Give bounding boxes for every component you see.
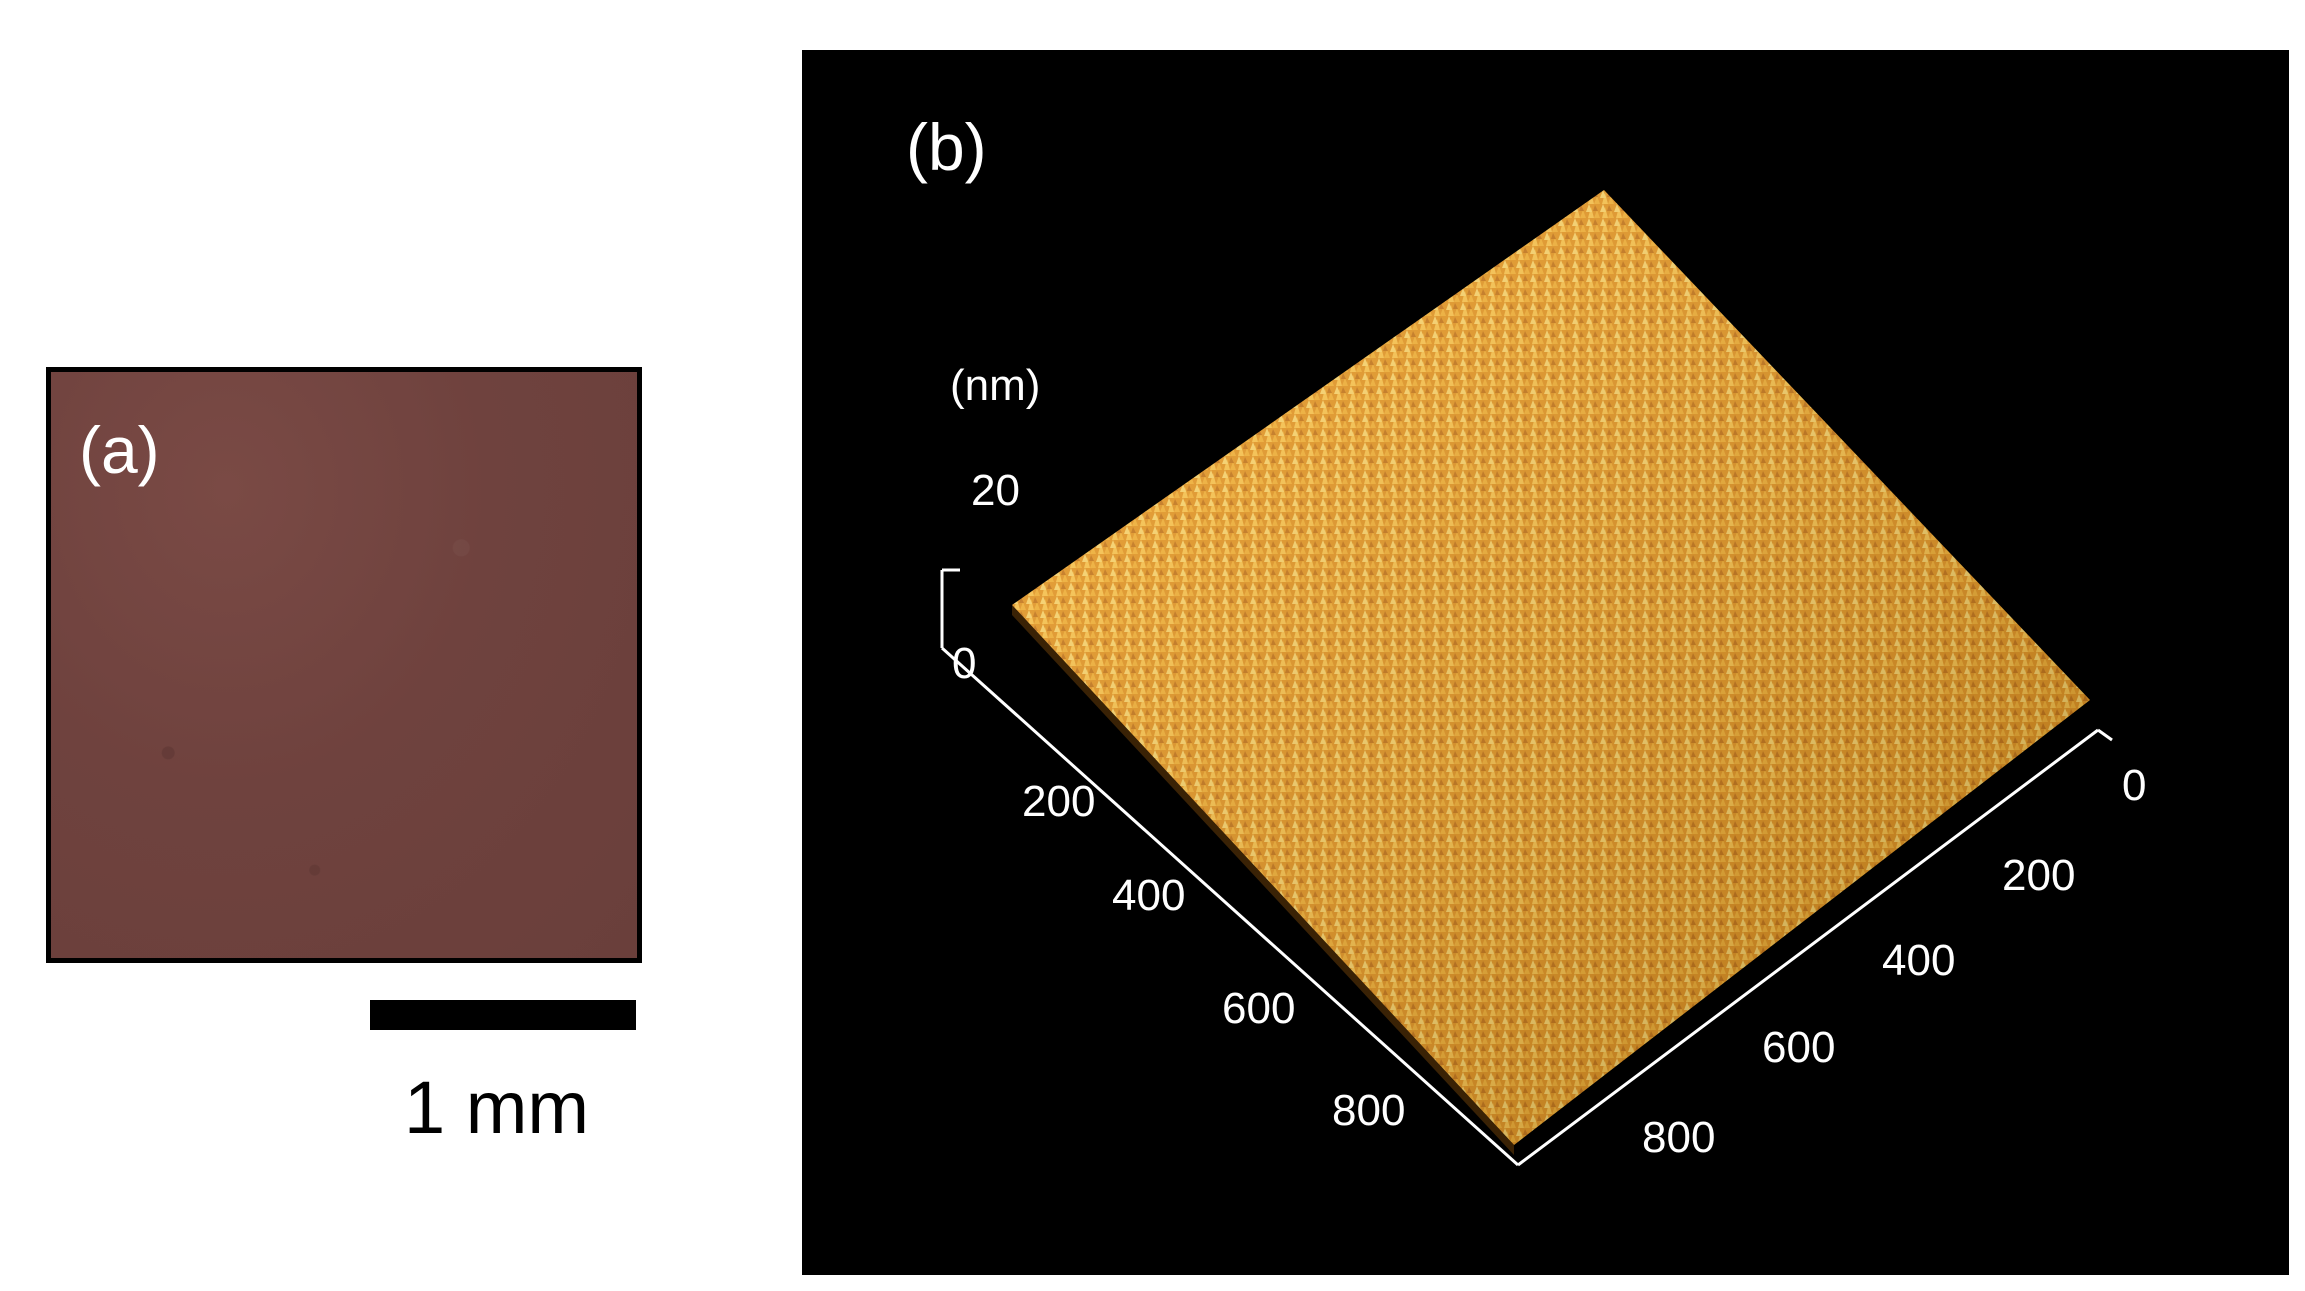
z-unit-label: (nm) <box>950 361 1040 410</box>
panel-label-a: (a) <box>79 413 160 487</box>
right-axis-line <box>1517 728 2099 1167</box>
left-axis-tick-400: 400 <box>1112 871 1185 920</box>
scale-bar-label: 1 mm <box>404 1066 589 1149</box>
z-tick-0: 0 <box>952 639 976 688</box>
right-axis-tick-600: 600 <box>1762 1023 1835 1072</box>
left-axis-tick-800: 800 <box>1332 1086 1405 1135</box>
afm-surface-front-edge <box>1012 605 1514 1155</box>
right-axis-tick-400: 400 <box>1882 936 1955 985</box>
right-axis-end-tick <box>2097 728 2113 742</box>
right-axis-tick-0: 0 <box>2122 761 2146 810</box>
optical-image-panel: (a) <box>46 367 642 963</box>
z-tick-20: 20 <box>971 466 1020 515</box>
panel-label-b: (b) <box>906 110 987 184</box>
scale-bar <box>370 1000 636 1030</box>
left-axis-tick-200: 200 <box>1022 777 1095 826</box>
right-axis-tick-800: 800 <box>1642 1113 1715 1162</box>
left-axis-line <box>940 646 1520 1167</box>
left-axis-tick-600: 600 <box>1222 984 1295 1033</box>
sample-surface-texture <box>51 372 637 958</box>
afm-surface-shading <box>1012 190 2090 1145</box>
afm-3d-panel: (b) (nm) 20 0 200 400 600 800 0 200 400 … <box>802 50 2289 1275</box>
afm-surface-plot: (b) (nm) 20 0 200 400 600 800 0 200 400 … <box>906 110 2146 1167</box>
right-axis-tick-200: 200 <box>2002 851 2075 900</box>
